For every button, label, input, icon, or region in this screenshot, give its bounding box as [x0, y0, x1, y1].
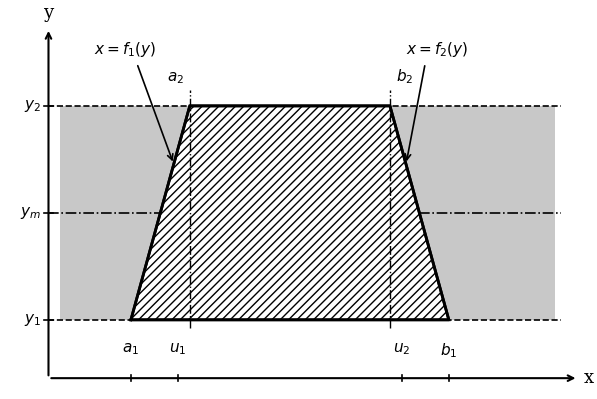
Text: x: x	[584, 369, 595, 387]
Text: $a_1$: $a_1$	[122, 341, 140, 357]
Text: $b_1$: $b_1$	[440, 341, 457, 360]
Text: y: y	[44, 4, 54, 22]
Text: $x=f_1(y)$: $x=f_1(y)$	[94, 40, 156, 59]
Text: $u_1$: $u_1$	[170, 341, 187, 357]
Text: $u_2$: $u_2$	[393, 341, 410, 357]
Text: $a_2$: $a_2$	[167, 71, 184, 87]
Text: $y_2$: $y_2$	[24, 98, 41, 114]
FancyBboxPatch shape	[60, 106, 555, 320]
Polygon shape	[131, 106, 449, 320]
Text: $y_1$: $y_1$	[24, 312, 41, 328]
Text: $y_m$: $y_m$	[20, 205, 41, 221]
Text: $b_2$: $b_2$	[396, 68, 413, 87]
Text: $x=f_2(y)$: $x=f_2(y)$	[406, 40, 468, 59]
